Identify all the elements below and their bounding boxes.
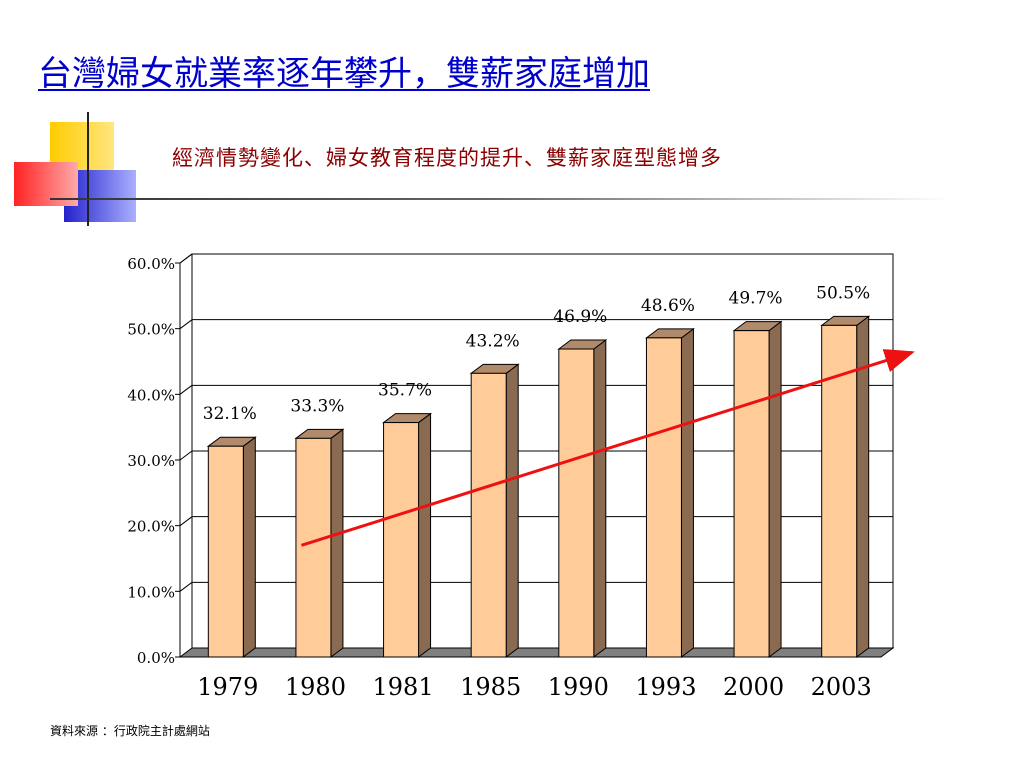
- y-tick-label: 40.0%: [127, 386, 175, 404]
- data-label-1979: 32.1%: [203, 404, 257, 424]
- x-category-label: 2000: [723, 673, 784, 701]
- y-tick-label: 10.0%: [127, 583, 175, 601]
- x-category-label: 1990: [548, 673, 609, 701]
- bar-1980: [295, 437, 332, 658]
- y-tick-label: 20.0%: [127, 518, 175, 536]
- data-label-1980: 33.3%: [290, 396, 344, 416]
- x-category-label: 1993: [635, 673, 696, 701]
- bar-side-face: [505, 363, 519, 658]
- side-wall-gridline: [179, 253, 193, 264]
- data-label-1990: 46.9%: [553, 307, 607, 327]
- chart-floor: [178, 647, 895, 658]
- bar-side-face: [680, 327, 694, 658]
- employment-rate-chart: 0.0% 10.0% 20.0% 30.0% 40.0% 50.0% 60.0% 32.1% 1…: [127, 253, 915, 701]
- data-label-2003: 50.5%: [816, 283, 870, 303]
- trend-arrow: [300, 349, 915, 547]
- deco-horizontal-line: [50, 198, 950, 200]
- x-category-label: 1985: [460, 673, 521, 701]
- bar-side-face: [593, 339, 607, 658]
- y-tick-label: 0.0%: [137, 649, 175, 667]
- bar-2000: [733, 330, 770, 658]
- y-tick-label: 60.0%: [127, 255, 175, 273]
- bar-1985: [470, 372, 507, 658]
- bar-1979: [207, 445, 244, 658]
- y-tick-label: 30.0%: [127, 452, 175, 470]
- bar-side-face: [242, 436, 256, 658]
- bar-2003: [821, 324, 858, 658]
- side-wall-gridline: [179, 384, 193, 395]
- x-category-label: 2003: [811, 673, 872, 701]
- bar-side-face: [768, 320, 782, 658]
- x-category-label: 1981: [373, 673, 434, 701]
- data-source-note: 資料來源 ：行政院主計處網站: [50, 724, 210, 738]
- x-category-label: 1979: [197, 673, 258, 701]
- side-wall-gridline: [179, 319, 193, 330]
- bar-1990: [558, 348, 595, 658]
- data-label-1985: 43.2%: [466, 331, 520, 351]
- slide-subtitle: 經濟情勢變化、婦女教育程度的提升、雙薪家庭型態增多: [172, 146, 722, 170]
- side-wall-gridline: [179, 581, 193, 592]
- bar-1981: [383, 422, 420, 658]
- y-tick-label: 50.0%: [127, 321, 175, 339]
- side-wall-gridline: [179, 450, 193, 461]
- data-label-1993: 48.6%: [641, 296, 695, 316]
- bar-side-face: [330, 428, 344, 658]
- bar-1993: [645, 337, 682, 658]
- data-label-1981: 35.7%: [378, 381, 432, 401]
- bar-side-face: [418, 412, 432, 658]
- side-wall-gridline: [179, 516, 193, 527]
- data-label-2000: 49.7%: [729, 289, 783, 309]
- slide-title: 台灣婦女就業率逐年攀升，雙薪家庭增加: [38, 54, 650, 94]
- x-category-label: 1980: [285, 673, 346, 701]
